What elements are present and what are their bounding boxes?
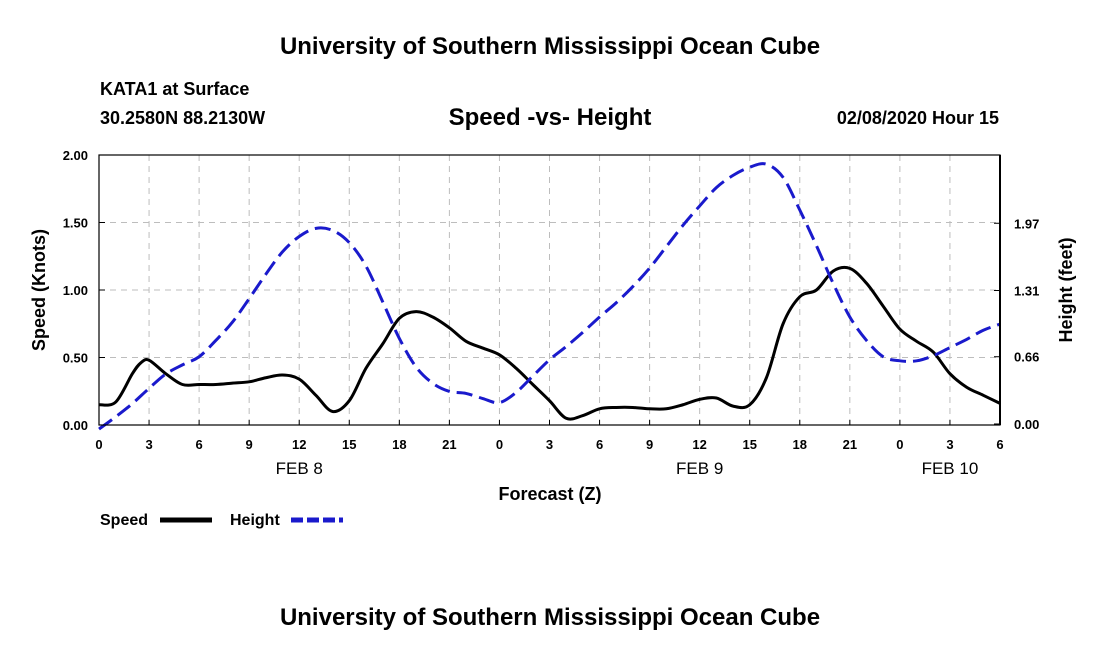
series-line-speed	[98, 265, 1001, 421]
legend-label-height: Height	[230, 512, 280, 529]
plot-area	[98, 162, 1001, 431]
x-tick-label: 21	[843, 437, 857, 452]
x-date-label: FEB 10	[922, 459, 979, 478]
axes: 0 3 6 9 12 15 18 21 0 3 6 9 12 15 18 21 0 3 6 0.00 0.50 1.00 1…	[63, 148, 1040, 478]
series-line-height	[98, 162, 1001, 431]
chart-title: Speed -vs- Height	[449, 104, 652, 131]
x-tick-label: 6	[996, 437, 1003, 452]
legend-label-speed: Speed	[100, 512, 148, 529]
x-tick-label: 3	[946, 437, 953, 452]
grid-lines	[99, 155, 1000, 425]
y2-tick-label: 1.97	[1014, 216, 1039, 231]
x-tick-label: 6	[195, 437, 202, 452]
x-tick-label: 0	[95, 437, 102, 452]
y-tick-label: 0.50	[63, 351, 88, 366]
y2-tick-label: 1.31	[1014, 284, 1039, 299]
y2-tick-label: 0.00	[1014, 417, 1039, 432]
x-tick-label: 0	[896, 437, 903, 452]
forecast-timestamp: 02/08/2020 Hour 15	[837, 108, 999, 128]
station-coords: 30.2580N 88.2130W	[100, 108, 265, 128]
x-tick-label: 9	[646, 437, 653, 452]
x-axis-title: Forecast (Z)	[498, 484, 601, 504]
x-tick-label: 18	[392, 437, 406, 452]
x-tick-label: 12	[692, 437, 706, 452]
x-tick-label: 3	[546, 437, 553, 452]
y-tick-label: 1.50	[63, 216, 88, 231]
x-tick-label: 3	[145, 437, 152, 452]
x-date-label: FEB 8	[276, 459, 323, 478]
y-axis-title: Speed (Knots)	[29, 229, 49, 351]
y-tick-label: 2.00	[63, 148, 88, 163]
y2-tick-label: 0.66	[1014, 350, 1039, 365]
x-tick-label: 9	[246, 437, 253, 452]
x-tick-label: 15	[342, 437, 356, 452]
x-tick-label: 18	[793, 437, 807, 452]
x-tick-label: 21	[442, 437, 456, 452]
station-label: KATA1 at Surface	[100, 79, 249, 99]
x-date-label: FEB 9	[676, 459, 723, 478]
y-tick-label: 1.00	[63, 283, 88, 298]
x-tick-label: 12	[292, 437, 306, 452]
x-tick-label: 15	[742, 437, 756, 452]
y-tick-label: 0.00	[63, 418, 88, 433]
footer-title: University of Southern Mississippi Ocean…	[280, 604, 820, 631]
x-tick-label: 0	[496, 437, 503, 452]
y2-axis-title: Height (feet)	[1056, 238, 1076, 343]
x-tick-label: 6	[596, 437, 603, 452]
legend: Speed Height	[100, 512, 343, 529]
page-title: University of Southern Mississippi Ocean…	[280, 33, 820, 60]
